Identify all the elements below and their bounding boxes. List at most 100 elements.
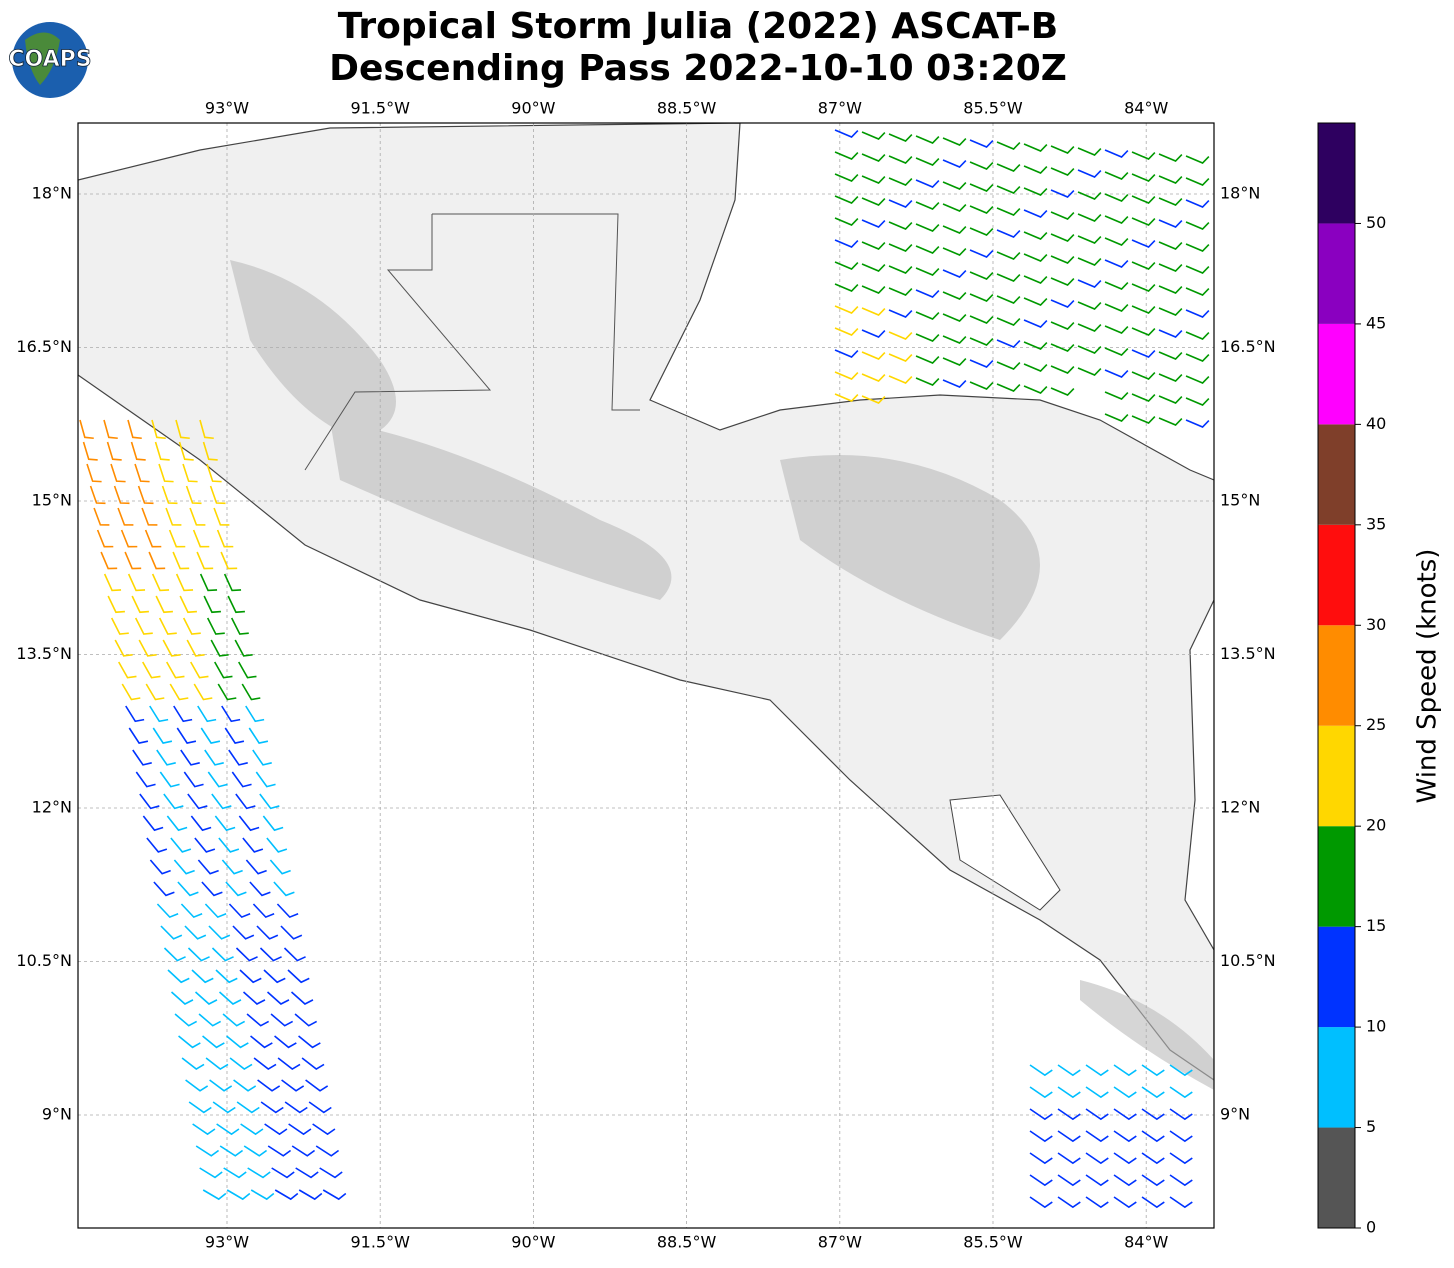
wind-barb [1141,1086,1165,1099]
wind-barb [134,617,153,635]
lon-tick-label: 93°W [205,99,249,118]
wind-barb [103,573,122,592]
wind-barb [996,273,1021,282]
wind-barb [915,377,940,386]
wind-barb [241,683,261,701]
wind-barb [227,595,245,614]
wind-barb [1158,153,1183,162]
wind-barb [1029,1174,1053,1187]
wind-barb [1158,285,1183,294]
lat-tick-label: 18°N [32,184,72,203]
wind-barb [202,1035,225,1049]
wind-barb [305,1079,329,1092]
wind-barb [225,881,247,897]
map-frame [77,122,1215,1229]
wind-barb [200,727,221,744]
wind-barb [235,947,258,962]
wind-barb [163,947,186,962]
wind-barb [1085,1108,1109,1121]
wind-barb [204,749,224,766]
wind-barb [273,881,295,897]
wind-barb [1057,1108,1081,1121]
wind-barb [287,969,310,984]
wind-barb [1141,1152,1165,1165]
wind-barb [1158,241,1183,250]
lon-tick-label: 90°W [511,99,555,118]
wind-barb [139,793,160,810]
wind-barb [228,749,248,766]
wind-barb [1050,145,1075,154]
wind-barb [202,441,218,461]
wind-barb [142,815,164,832]
wind-barb [183,771,204,788]
wind-barb [182,463,198,483]
wind-barb [942,137,967,146]
wind-barb [834,327,859,336]
wind-barb [915,311,940,320]
wind-barb [96,529,114,548]
wind-barb [1085,1152,1109,1165]
wind-barb [159,771,180,788]
wind-barb [1158,219,1183,228]
wind-barb [242,991,266,1005]
wind-barb [1113,1196,1137,1209]
wind-barb [1023,231,1048,240]
wind-barb [1131,151,1156,160]
wind-barb [888,309,913,318]
lon-tick-label: 87°W [818,99,862,118]
wind-barb [165,507,182,526]
wind-barb [996,229,1021,238]
wind-barb [1158,307,1183,316]
wind-barb [969,249,994,258]
wind-barb [1029,1086,1053,1099]
wind-barb [135,771,156,788]
wind-barb [1185,221,1210,230]
wind-barb [185,1079,209,1092]
wind-barb [1023,187,1048,196]
wind-barb [288,1123,312,1136]
wind-barb [192,529,210,548]
wind-barb [1023,297,1048,306]
wind-barb [228,903,251,919]
wind-barb [1185,309,1210,318]
lat-tick-label: 16.5°N [16,337,72,356]
wind-barb [221,859,243,875]
wind-barb [996,207,1021,216]
wind-barb [1029,1196,1053,1209]
wind-barb [235,793,256,810]
wind-barb [1104,347,1129,356]
colorbar-segment [1318,926,1355,1028]
wind-barb [1169,1108,1193,1121]
wind-barb [264,1123,288,1136]
wind-barb [114,639,133,657]
wind-barb [1113,1152,1137,1165]
wind-barb [182,617,201,635]
wind-barb [1023,143,1048,152]
wind-barb [861,153,886,162]
wind-barb [834,195,859,204]
lon-tick-label: 84°W [1124,1233,1168,1252]
colorbar-tick-label: 40 [1366,414,1386,433]
wind-barb [1077,345,1102,354]
wind-barb [189,507,206,526]
wind-barb [834,305,859,314]
wind-barb [259,793,280,810]
colorbar-tick-label: 50 [1366,213,1386,232]
lat-tick-label: 15°N [1220,491,1260,510]
wind-barb [834,217,859,226]
wind-barb [138,639,157,657]
wind-barb [214,661,233,679]
lat-tick-label: 12°N [32,798,72,817]
wind-barb [100,551,118,570]
wind-barb [1104,215,1129,224]
title-line: Tropical Storm Julia (2022) ASCAT-B [338,6,1058,47]
wind-barb [312,1123,336,1136]
wind-barb [260,1101,284,1114]
wind-barb [134,463,150,483]
wind-barb [151,573,170,592]
wind-barb [861,263,886,272]
wind-barb [861,131,886,140]
wind-barb [888,199,913,208]
wind-barb [861,197,886,206]
wind-barb [124,551,142,570]
